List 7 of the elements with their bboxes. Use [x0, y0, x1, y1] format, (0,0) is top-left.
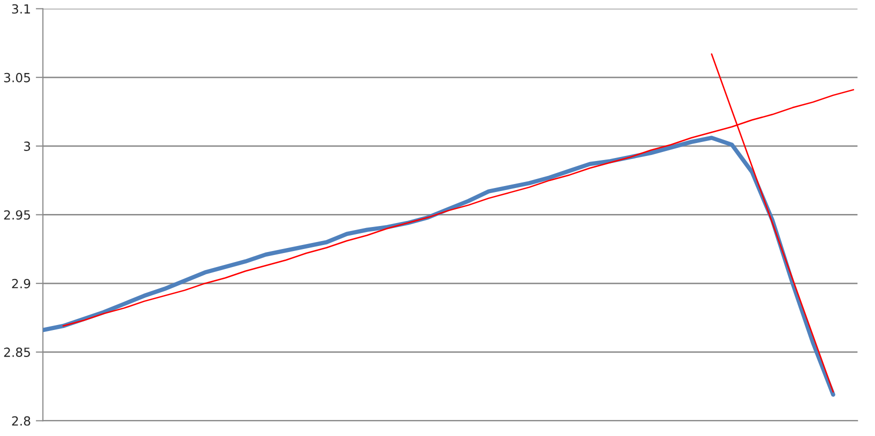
y-tick-label: 2.8 — [12, 416, 30, 426]
y-tick-label: 2.9 — [12, 278, 30, 288]
y-tick-label: 2.85 — [4, 348, 30, 357]
y-tick-label: 3 — [24, 142, 30, 151]
y-tick-label: 3.05 — [4, 72, 30, 82]
y-tick-label: 3.1 — [12, 4, 30, 14]
y-tick-label: 2.95 — [4, 210, 30, 220]
